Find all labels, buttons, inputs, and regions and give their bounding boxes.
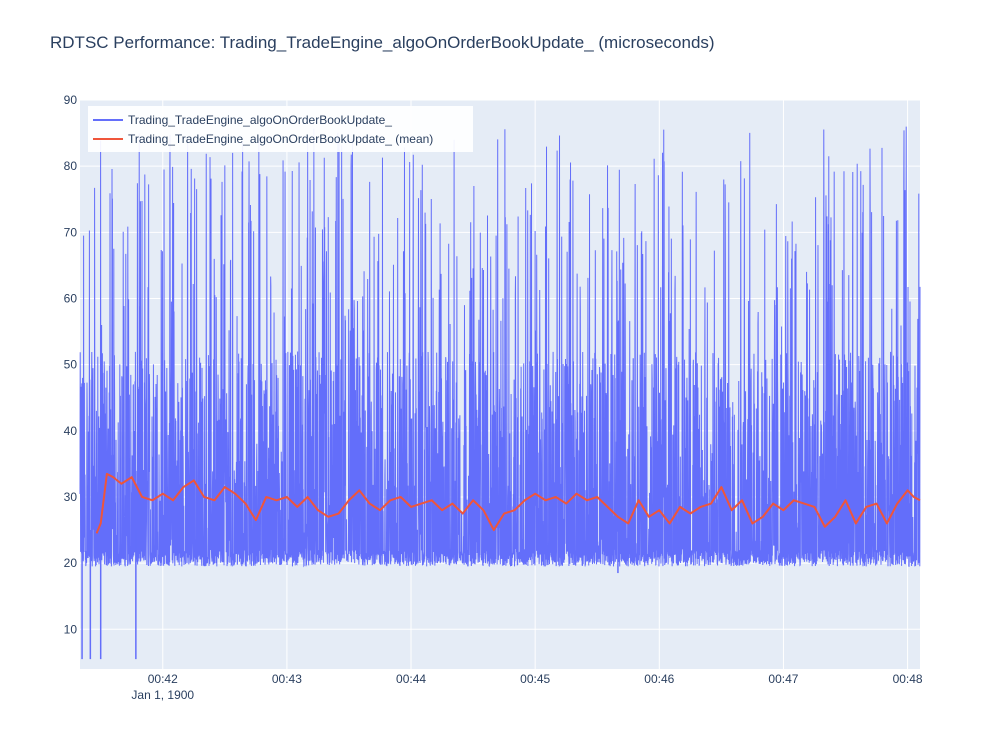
x-axis-ticks: 00:42 Jan 1, 1900 00:43 00:44 00:45 00:46 00:4… [131,672,923,702]
y-axis-ticks: 10 20 30 40 50 60 70 80 90 [64,93,78,636]
y-tick-label: 10 [64,622,78,636]
plot-area [80,100,920,669]
series-mean-line [95,472,921,534]
series-raw-samples [79,126,921,660]
x-tick-label: 00:47 [768,672,798,686]
y-tick-label: 80 [64,159,78,173]
y-gridlines [80,99,920,630]
x-tick-label: 00:45 [520,672,550,686]
x-tick-sublabel: Jan 1, 1900 [131,688,194,702]
legend[interactable]: Trading_TradeEngine_algoOnOrderBookUpdat… [88,106,473,152]
legend-item-raw[interactable]: Trading_TradeEngine_algoOnOrderBookUpdat… [93,113,392,127]
x-tick-label: 00:43 [272,672,302,686]
series-mean-path [95,472,921,534]
y-tick-label: 90 [64,93,78,107]
legend-box [88,106,473,152]
legend-label-raw: Trading_TradeEngine_algoOnOrderBookUpdat… [128,113,392,127]
y-tick-label: 50 [64,358,78,372]
y-tick-label: 20 [64,556,78,570]
y-tick-label: 60 [64,291,78,305]
y-tick-label: 40 [64,424,78,438]
x-tick-label: 00:46 [644,672,674,686]
legend-item-mean[interactable]: Trading_TradeEngine_algoOnOrderBookUpdat… [93,132,433,146]
series-raw-path [79,126,921,568]
y-tick-label: 30 [64,490,78,504]
legend-label-mean: Trading_TradeEngine_algoOnOrderBookUpdat… [128,132,433,146]
y-tick-label: 70 [64,225,78,239]
x-tick-label: 00:44 [396,672,426,686]
x-tick-label: 00:42 [148,672,178,686]
x-tick-label: 00:48 [893,672,923,686]
chart-title: RDTSC Performance: Trading_TradeEngine_a… [50,33,715,52]
